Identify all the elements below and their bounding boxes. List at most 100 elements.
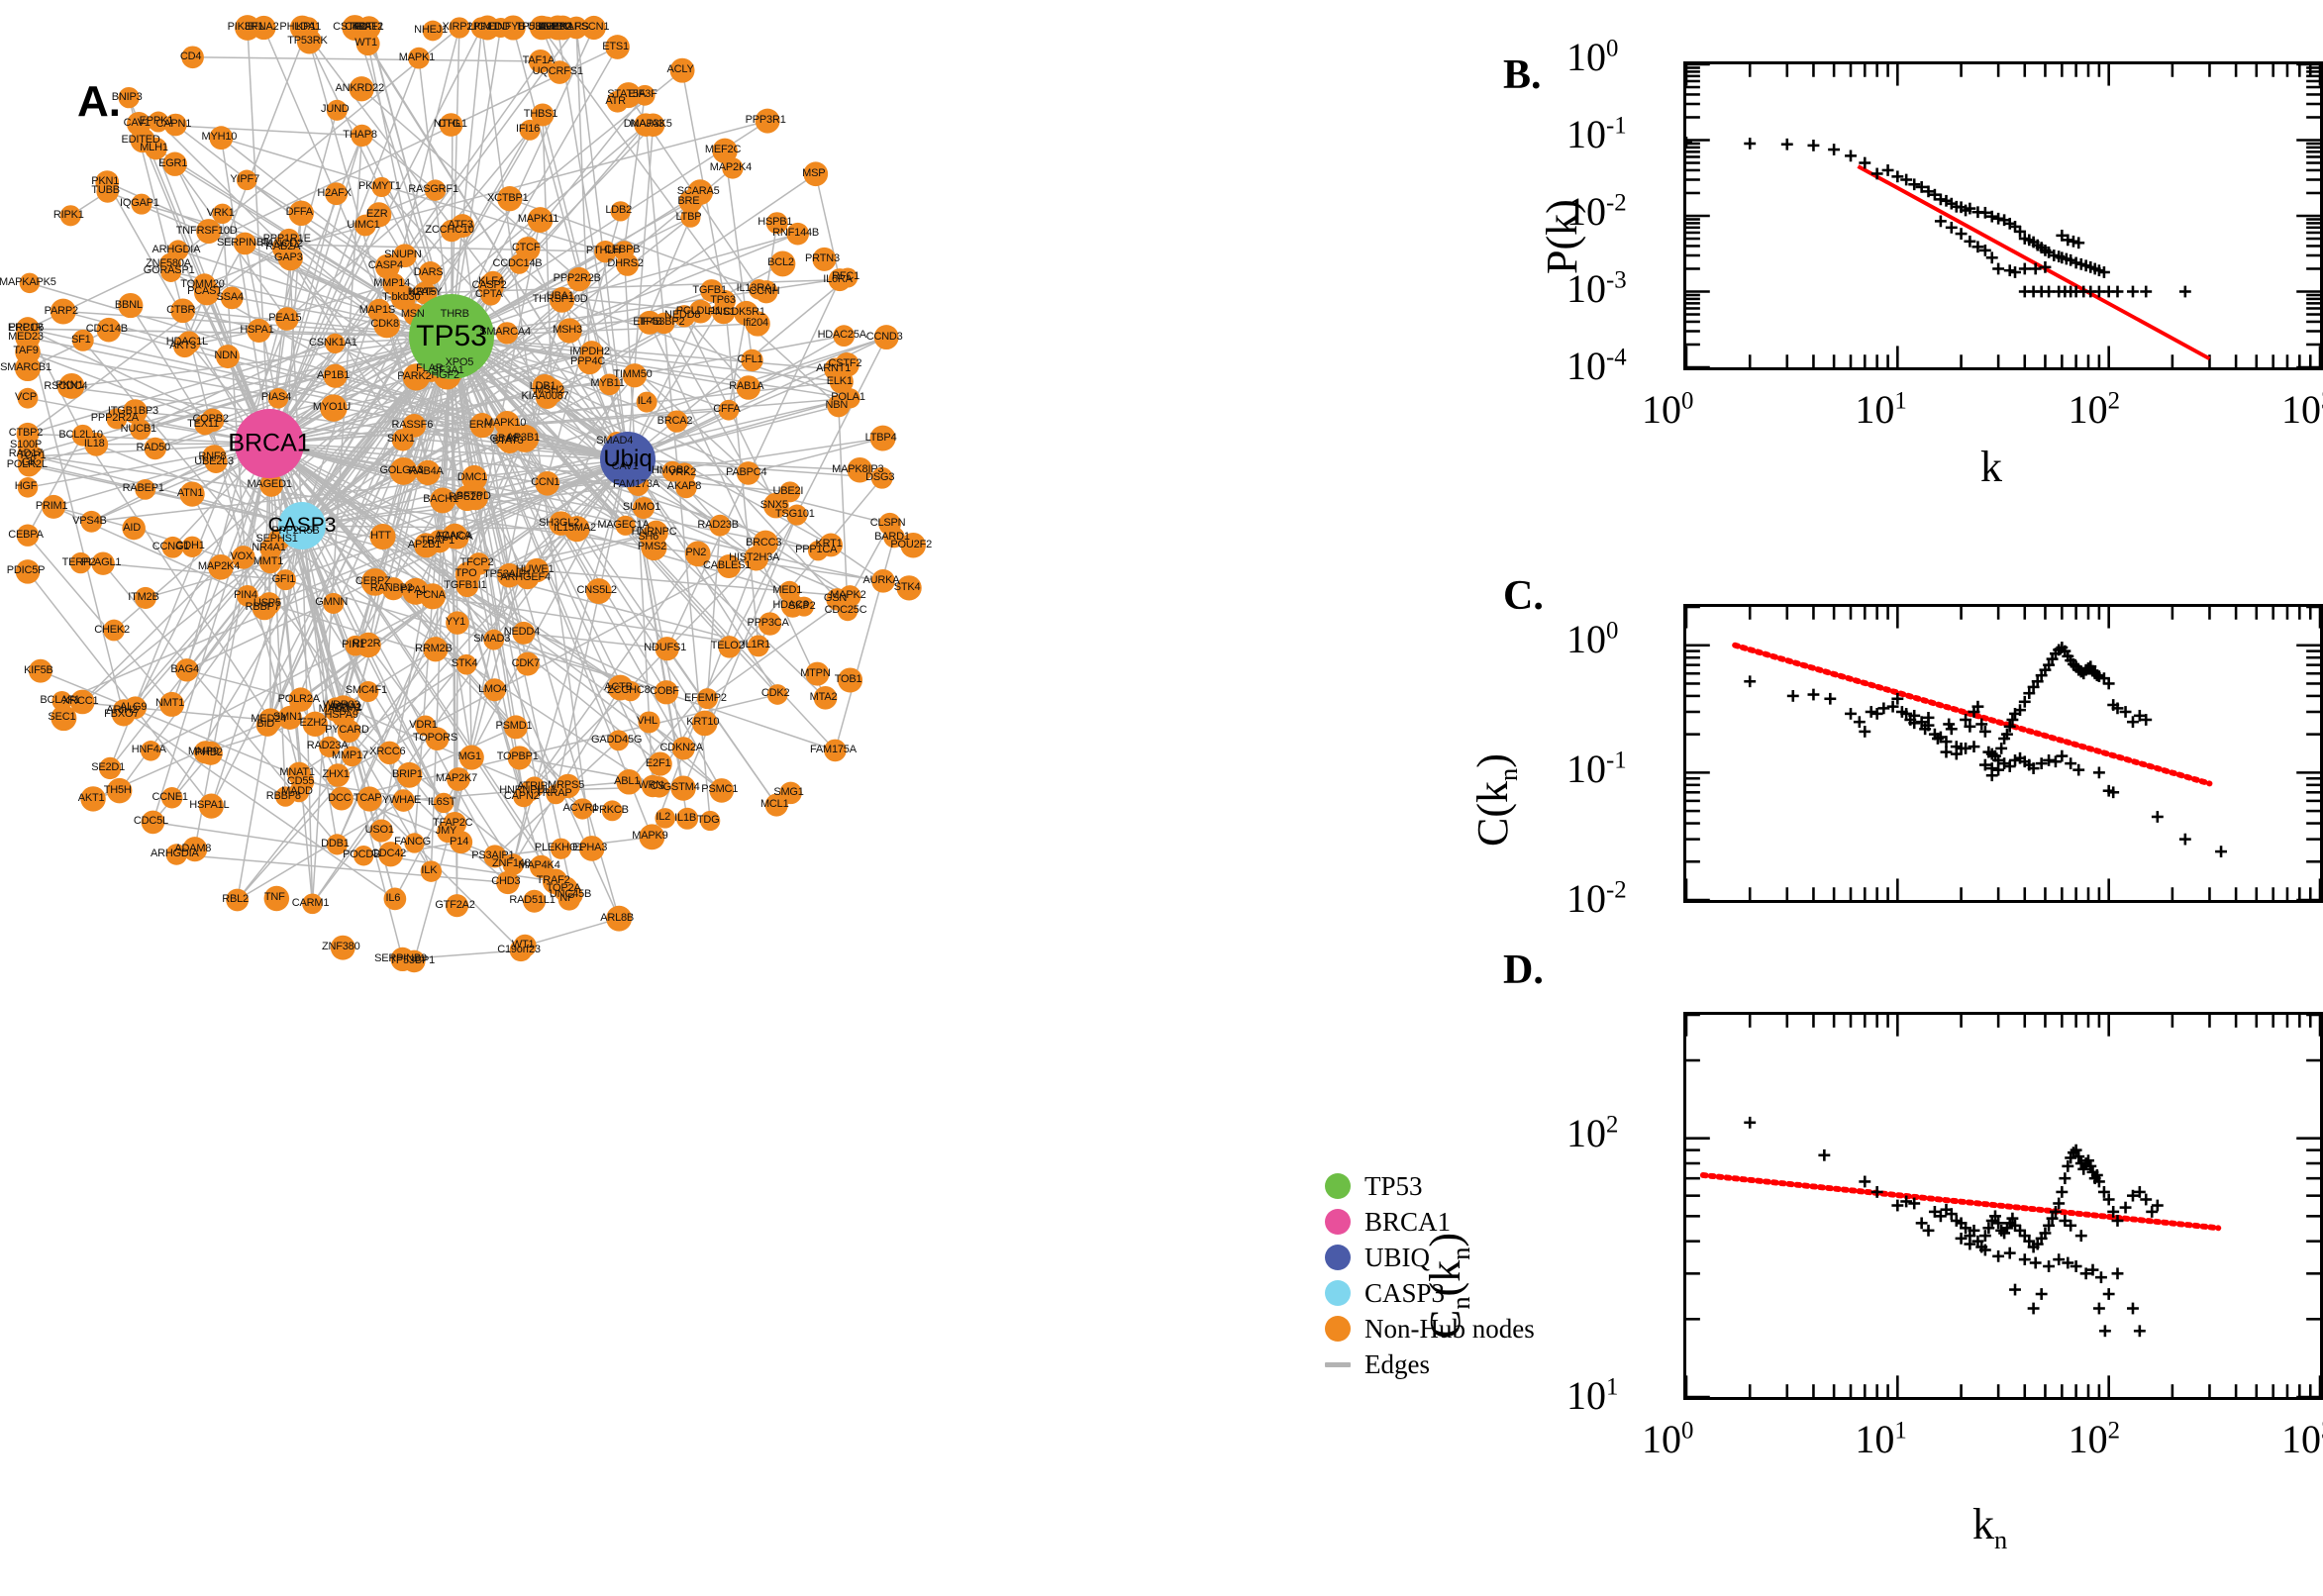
network-node[interactable]	[709, 514, 732, 537]
network-node[interactable]	[181, 46, 204, 69]
network-node[interactable]	[878, 512, 901, 536]
network-node[interactable]	[873, 325, 899, 350]
network-node[interactable]	[641, 113, 665, 138]
network-node[interactable]	[50, 705, 77, 732]
network-node[interactable]	[608, 730, 630, 751]
network-node[interactable]	[212, 203, 233, 225]
network-node[interactable]	[676, 807, 699, 830]
network-node[interactable]	[267, 388, 289, 409]
network-node[interactable]	[513, 786, 535, 808]
network-node[interactable]	[549, 287, 575, 313]
network-node[interactable]	[461, 464, 487, 491]
network-node[interactable]	[605, 35, 630, 59]
network-node[interactable]	[402, 363, 431, 391]
network-node[interactable]	[648, 751, 672, 776]
network-node[interactable]	[527, 207, 554, 233]
network-node[interactable]	[446, 611, 469, 635]
network-node[interactable]	[181, 536, 203, 557]
network-node[interactable]	[871, 568, 895, 593]
network-node[interactable]	[383, 887, 407, 911]
network-node[interactable]	[59, 205, 81, 227]
network-node[interactable]	[161, 536, 184, 558]
network-node[interactable]	[351, 124, 373, 148]
network-node[interactable]	[337, 719, 361, 744]
network-node[interactable]	[669, 57, 695, 83]
network-node[interactable]	[654, 680, 679, 705]
network-node[interactable]	[209, 126, 234, 150]
network-node[interactable]	[786, 222, 809, 246]
network-node[interactable]	[71, 329, 94, 351]
network-node[interactable]	[208, 553, 234, 580]
network-node[interactable]	[374, 253, 400, 279]
network-node[interactable]	[641, 535, 667, 561]
network-node[interactable]	[622, 363, 648, 388]
network-node[interactable]	[275, 307, 299, 331]
network-node[interactable]	[159, 691, 185, 717]
network-node[interactable]	[360, 568, 389, 596]
network-node[interactable]	[483, 845, 507, 868]
network-node[interactable]	[577, 349, 602, 375]
network-node[interactable]	[736, 375, 761, 400]
network-node[interactable]	[358, 17, 380, 39]
network-node[interactable]	[263, 885, 290, 912]
network-node[interactable]	[95, 170, 120, 194]
network-node[interactable]	[123, 399, 148, 425]
network-node[interactable]	[680, 207, 701, 228]
network-node[interactable]	[173, 335, 197, 358]
network-node[interactable]	[594, 241, 617, 263]
network-node[interactable]	[439, 113, 463, 137]
network-node[interactable]	[342, 746, 362, 767]
network-node[interactable]	[502, 853, 525, 875]
network-node[interactable]	[638, 711, 660, 734]
network-node[interactable]	[17, 318, 39, 341]
network-node[interactable]	[69, 551, 92, 574]
network-node[interactable]	[691, 710, 718, 737]
network-node[interactable]	[252, 15, 276, 41]
network-node[interactable]	[445, 525, 469, 549]
network-node[interactable]	[445, 894, 469, 918]
network-node[interactable]	[614, 241, 635, 261]
network-node[interactable]	[160, 787, 183, 809]
network-node[interactable]	[519, 119, 541, 141]
network-node[interactable]	[451, 214, 474, 239]
network-node[interactable]	[377, 741, 402, 765]
network-node[interactable]	[495, 428, 518, 450]
network-node[interactable]	[71, 424, 94, 447]
network-node[interactable]	[765, 212, 788, 235]
network-node[interactable]	[598, 373, 621, 396]
network-node[interactable]	[419, 583, 446, 610]
network-node[interactable]	[196, 219, 222, 245]
network-node[interactable]	[578, 836, 605, 861]
network-node[interactable]	[549, 511, 573, 536]
network-node[interactable]	[511, 424, 540, 452]
network-node[interactable]	[838, 667, 863, 693]
network-node[interactable]	[661, 460, 683, 482]
network-node[interactable]	[80, 510, 103, 533]
network-node[interactable]	[111, 702, 136, 727]
network-node[interactable]	[571, 798, 593, 820]
network-node[interactable]	[371, 176, 392, 198]
network-node[interactable]	[469, 413, 495, 439]
network-node[interactable]	[182, 837, 208, 862]
network-hub-node-tp53[interactable]	[409, 294, 494, 379]
network-node[interactable]	[345, 635, 366, 656]
network-node[interactable]	[200, 408, 225, 433]
network-node[interactable]	[495, 322, 519, 345]
network-node[interactable]	[736, 461, 760, 485]
network-node[interactable]	[320, 394, 348, 422]
network-node[interactable]	[369, 523, 396, 550]
network-node[interactable]	[118, 292, 144, 319]
network-node[interactable]	[163, 113, 187, 137]
network-node[interactable]	[741, 349, 763, 372]
network-node[interactable]	[96, 317, 122, 343]
network-node[interactable]	[145, 137, 167, 160]
network-node[interactable]	[870, 466, 893, 489]
network-node[interactable]	[896, 575, 922, 601]
network-node[interactable]	[288, 781, 310, 803]
network-node[interactable]	[28, 658, 52, 683]
network-hub-node-ubiq[interactable]	[600, 432, 656, 487]
network-node[interactable]	[302, 711, 328, 737]
network-node[interactable]	[826, 588, 849, 611]
network-node[interactable]	[329, 786, 354, 811]
network-node[interactable]	[415, 459, 441, 486]
